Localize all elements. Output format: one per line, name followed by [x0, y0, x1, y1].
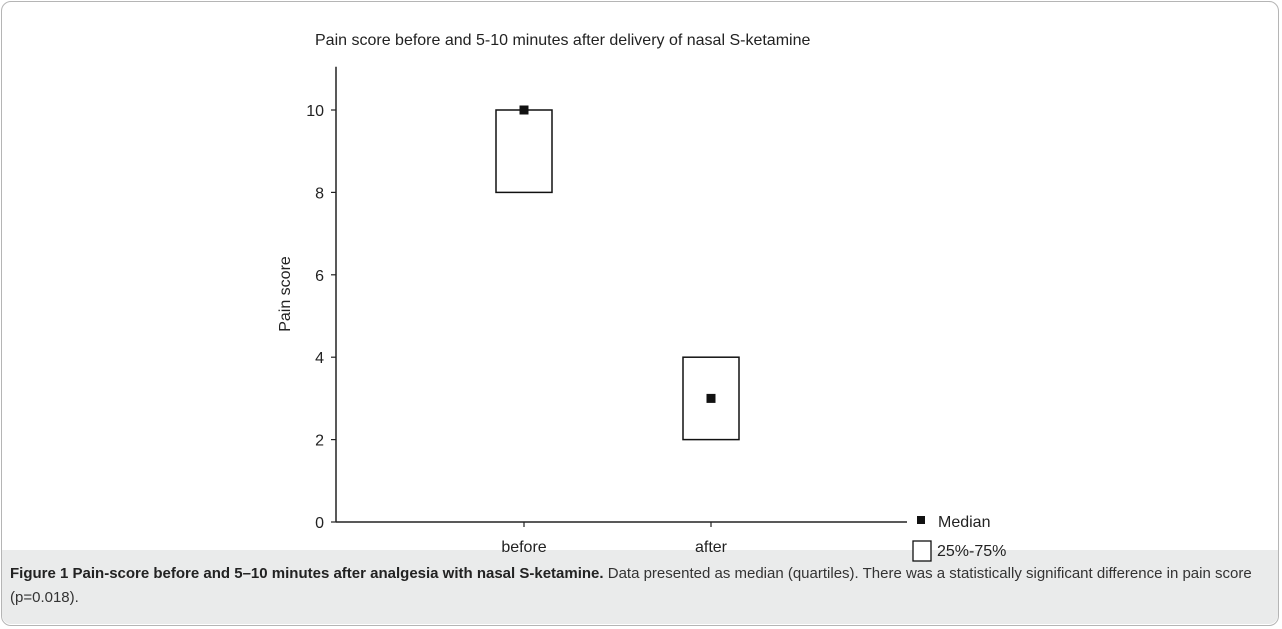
legend-label: 25%-75%	[937, 543, 1006, 560]
boxes	[495, 105, 740, 441]
x-tick-label: before	[501, 539, 546, 556]
axes: 0 2 4 6 8 10 before after	[306, 66, 907, 556]
y-tick-label: 2	[315, 433, 324, 450]
median-marker-after	[706, 393, 716, 403]
y-tick-label: 4	[315, 350, 324, 367]
y-tick-label: 8	[315, 185, 324, 202]
legend-label: Median	[938, 514, 990, 531]
caption-band	[2, 550, 1278, 624]
median-marker-before	[519, 105, 529, 115]
legend: Median 25%-75%	[912, 514, 1006, 562]
iqr-box-before	[495, 109, 553, 194]
figure-label: Figure 1	[10, 565, 69, 582]
chart-title: Pain score before and 5-10 minutes after…	[315, 32, 810, 49]
figure-title: Pain-score before and 5–10 minutes after…	[72, 565, 604, 582]
figure-text: Data presented as median (quartiles). Th…	[10, 565, 1252, 606]
y-tick-label: 0	[315, 515, 324, 532]
legend-quartile-swatch	[912, 540, 932, 562]
x-tick-label: after	[695, 539, 728, 556]
y-axis-label: Pain score	[277, 256, 294, 332]
y-tick-label: 10	[306, 103, 324, 120]
y-tick-label: 6	[315, 268, 324, 285]
legend-median-swatch	[917, 516, 925, 524]
figure-caption: Figure 1 Pain-score before and 5–10 minu…	[10, 562, 1265, 610]
